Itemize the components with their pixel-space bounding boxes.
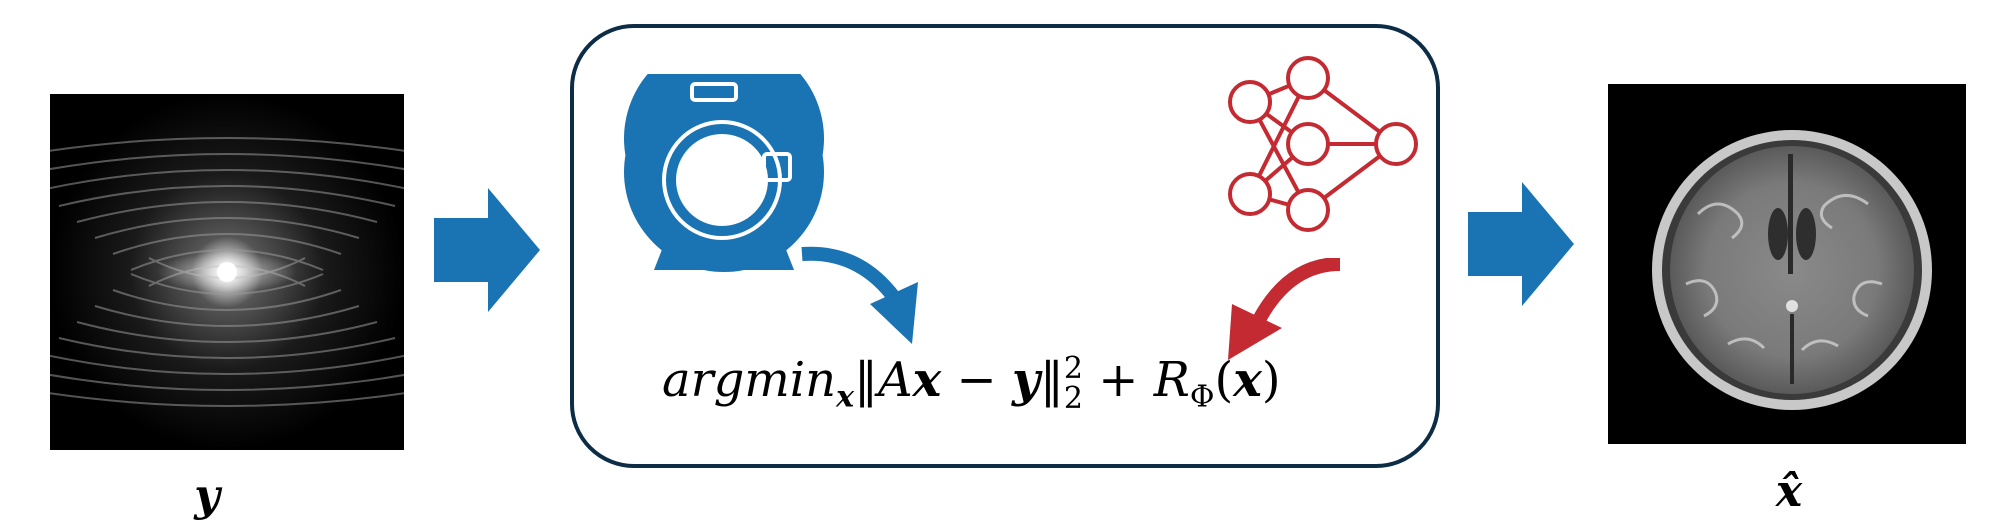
kspace-ripple [58,337,396,359]
brain-mri-drawing [1608,84,1966,444]
formula-plus: + [1082,352,1154,408]
curved-arrow-blue-icon [801,246,918,344]
formula-minus: − [941,352,1012,408]
kspace-ripple [50,354,404,375]
kspace-ripple [76,201,378,223]
objective-formula: argminx‖Ax − y‖ 2 2 + RΦ(x) [662,352,1281,415]
right-arrow-icon [1468,182,1574,306]
kspace-ripple [50,373,404,391]
output-label: x̂ [1775,466,1803,517]
kspace-ripple [50,392,404,407]
brain-mri-image [1608,84,1966,444]
formula-norm-open: ‖ [853,352,878,408]
formula-sup2: 2 [1063,350,1083,386]
kspace-ripple [112,289,342,311]
kspace-ripple [50,153,404,171]
curved-arrow-red-icon [1228,258,1341,360]
formula-argmin-sub: x [836,379,854,415]
formula-R: R [1153,352,1190,408]
formula-A: A [877,352,913,408]
formula-R-sub: Φ [1189,379,1215,415]
kspace-ripple [94,305,360,327]
kspace-ripple [130,273,324,295]
kspace-ripple [50,137,404,152]
formula-argmin: argmin [662,352,837,408]
kspace-ripple [50,169,404,190]
input-label: y [194,470,220,521]
right-arrow-icon [434,188,540,312]
kspace-ripple [112,233,342,255]
formula-sub2: 2 [1063,380,1083,416]
kspace-ripple [76,321,378,343]
neural-network-icon [1228,56,1418,232]
formula-paren-close: ) [1261,352,1281,408]
kspace-image [50,94,404,450]
kspace-ripple [58,185,396,207]
formula-y: y [1012,352,1040,408]
formula-paren-open: ( [1214,352,1234,408]
formula-norm-close: ‖ [1039,352,1064,408]
formula-x2: x [1233,352,1262,408]
kspace-pattern [50,94,404,450]
formula-x1: x [912,352,942,408]
kspace-ripple [130,249,324,271]
mri-scanner-icon [624,74,824,272]
kspace-ripple [94,217,360,239]
